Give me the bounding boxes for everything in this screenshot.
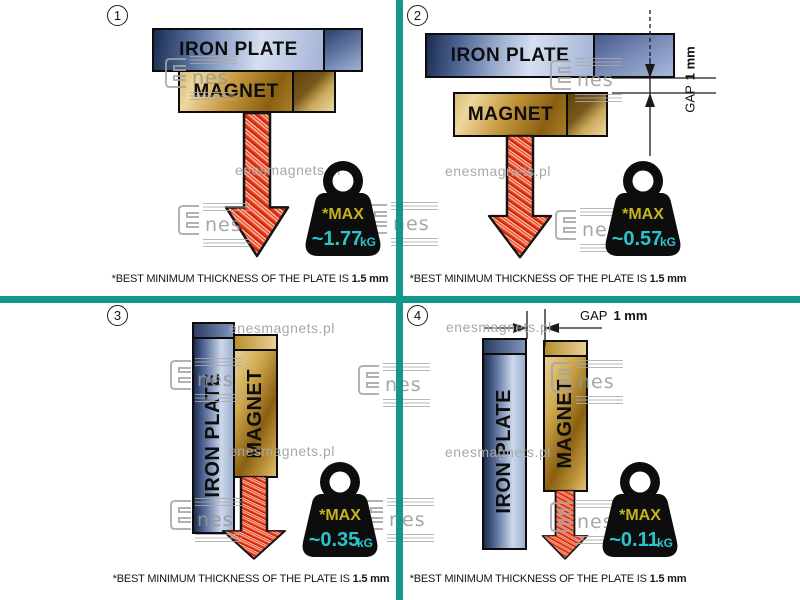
iron-plate-label: IRON PLATE	[450, 44, 570, 66]
enes-logo-watermark: nes	[356, 363, 430, 407]
weight-max-label: *MAX	[319, 507, 361, 524]
gap-text: GAP	[682, 85, 698, 113]
panel-1-caption: *BEST MINIMUM THICKNESS OF THE PLATE IS …	[110, 273, 390, 285]
iron-plate-top-face	[484, 340, 525, 355]
weight-unit: kG	[357, 536, 373, 550]
horizontal-divider	[0, 296, 800, 303]
magnet-face: MAGNET	[545, 357, 586, 490]
enes-logo-lines	[383, 399, 430, 407]
caption-text: *BEST MINIMUM THICKNESS OF THE PLATE IS	[409, 573, 647, 585]
enes-logo-lines	[383, 363, 430, 371]
magnet-label: MAGNET	[244, 368, 266, 459]
enes-logo-right: nes	[383, 363, 430, 407]
enes-logo-e-icon	[178, 205, 199, 235]
iron-plate-top-face	[194, 324, 233, 339]
magnet-label: MAGNET	[193, 80, 279, 102]
weight-value: ~1.77	[312, 228, 363, 250]
magnet: MAGNET	[178, 70, 336, 113]
panel-2-caption: *BEST MINIMUM THICKNESS OF THE PLATE IS …	[408, 273, 688, 285]
magnet: MAGNET	[453, 92, 608, 137]
gap-dimension-lines	[484, 309, 602, 346]
iron-plate-side-face	[323, 30, 361, 70]
iron-plate: IRON PLATE	[482, 338, 527, 550]
caption-bold-value: 1.5 mm	[649, 273, 687, 285]
weight-value: ~0.35	[309, 529, 360, 551]
pull-force-arrow-icon	[487, 134, 553, 259]
weight-max-label: *MAX	[622, 206, 664, 223]
magnet-side-face	[292, 72, 334, 111]
enes-logo-lines	[387, 534, 434, 542]
iron-plate-face: IRON PLATE	[154, 30, 323, 70]
gap-text: GAP	[580, 308, 608, 323]
magnet-top-face	[235, 336, 276, 351]
gap-label: GAP 1 mm	[580, 308, 647, 323]
weight-icon: *MAX ~0.11 kG	[602, 462, 678, 557]
magnet-label: MAGNET	[467, 103, 554, 125]
iron-plate-label: IRON PLATE	[493, 389, 515, 514]
enes-logo-e-icon	[555, 210, 576, 240]
caption-bold-value: 1.5 mm	[649, 573, 687, 585]
panel-2-number: 2	[407, 5, 428, 26]
weight-value: ~0.57	[612, 228, 663, 250]
caption-bold-value: 1.5 mm	[351, 273, 389, 285]
weight-unit: kG	[657, 536, 673, 550]
caption-text: *BEST MINIMUM THICKNESS OF THE PLATE IS	[409, 273, 647, 285]
enes-logo-lines	[387, 498, 434, 506]
weight-unit: kG	[660, 235, 676, 249]
panel-3-caption: *BEST MINIMUM THICKNESS OF THE PLATE IS …	[111, 573, 391, 585]
panel-1-number: 1	[107, 5, 128, 26]
caption-text: *BEST MINIMUM THICKNESS OF THE PLATE IS	[112, 573, 350, 585]
weight-value: ~0.11	[609, 529, 659, 551]
enes-logo-text: nes	[385, 373, 422, 396]
pull-force-arrow-icon	[224, 111, 290, 258]
pull-force-arrow-icon	[221, 475, 287, 560]
caption-bold-value: 1.5 mm	[352, 573, 390, 585]
iron-plate-label: IRON PLATE	[179, 39, 298, 60]
gap-dimension-lines	[612, 10, 716, 156]
magnet-face: MAGNET	[235, 351, 276, 476]
weight-max-label: *MAX	[322, 206, 364, 223]
iron-plate: IRON PLATE	[152, 28, 363, 72]
magnet-top-face	[545, 342, 586, 357]
panel-4-number: 4	[407, 305, 428, 326]
gap-label: GAP 1 mm	[683, 28, 698, 132]
weight-unit: kG	[360, 235, 376, 249]
weight-icon: *MAX ~0.35 kG	[302, 462, 378, 557]
enes-logo-e-icon	[170, 360, 191, 390]
magnet-face: MAGNET	[455, 94, 566, 135]
gap-value: 1 mm	[682, 46, 698, 81]
magnet: MAGNET	[233, 334, 278, 478]
weight-icon: *MAX ~0.57 kG	[605, 161, 681, 256]
weight-max-label: *MAX	[619, 507, 661, 524]
magnet-face: MAGNET	[180, 72, 292, 111]
iron-plate-face: IRON PLATE	[427, 35, 593, 76]
caption-text: *BEST MINIMUM THICKNESS OF THE PLATE IS	[111, 273, 349, 285]
enes-logo-right: nes	[387, 498, 434, 542]
iron-plate-face: IRON PLATE	[484, 355, 525, 548]
enes-logo-e-icon	[358, 365, 379, 395]
iron-plate-side-face	[593, 35, 673, 76]
panel-4-caption: *BEST MINIMUM THICKNESS OF THE PLATE IS …	[408, 573, 688, 585]
pull-force-arrow-icon	[541, 489, 589, 560]
enes-logo-e-icon	[170, 500, 191, 530]
magnet: MAGNET	[543, 340, 588, 492]
panel-3-number: 3	[107, 305, 128, 326]
magnet-label: MAGNET	[554, 378, 576, 469]
gap-value: 1 mm	[613, 308, 648, 323]
weight-icon: *MAX ~1.77 kG	[305, 161, 381, 256]
